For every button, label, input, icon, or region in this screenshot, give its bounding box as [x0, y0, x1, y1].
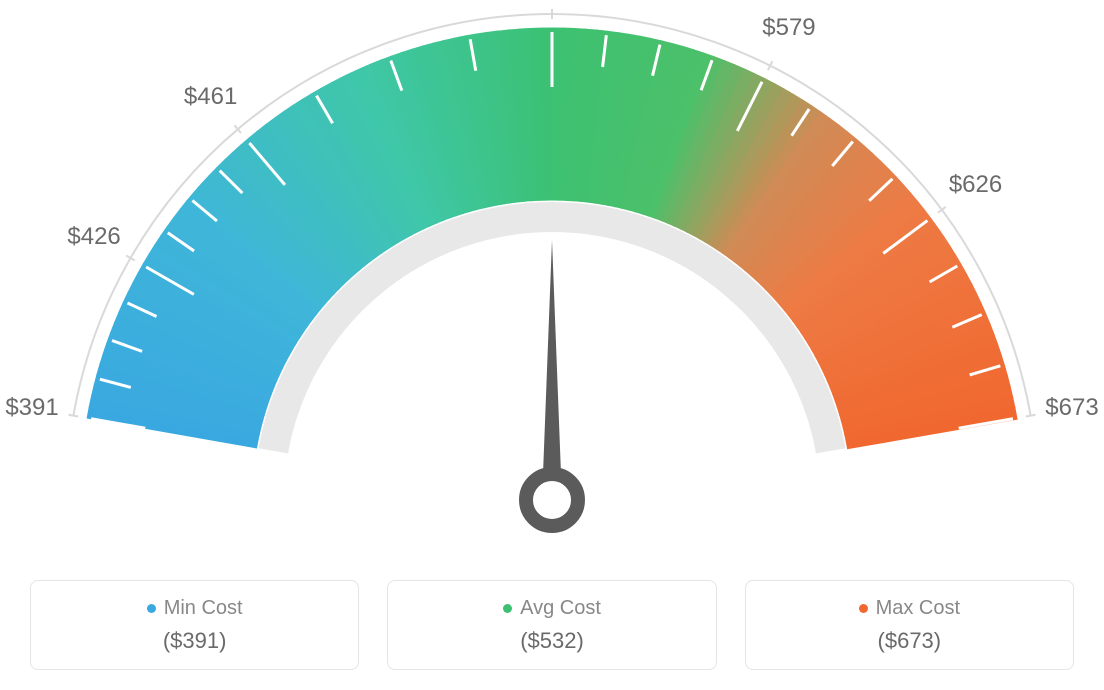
legend-title: Max Cost: [859, 597, 960, 620]
gauge-needle: [542, 240, 562, 500]
gauge-tick-label: $426: [67, 223, 120, 251]
legend-value: ($532): [520, 628, 584, 654]
legend-dot-icon: [147, 604, 156, 613]
legend-title: Avg Cost: [503, 597, 601, 620]
legend-title-text: Avg Cost: [520, 597, 601, 620]
legend-value: ($391): [163, 628, 227, 654]
gauge-tick-label: $626: [949, 171, 1002, 199]
legend-card: Max Cost ($673): [745, 580, 1074, 670]
legend-title-text: Max Cost: [876, 597, 960, 620]
legend-dot-icon: [503, 604, 512, 613]
legend-value: ($673): [878, 628, 942, 654]
gauge-svg: [0, 0, 1104, 560]
gauge-chart: $391$426$461$532$579$626$673: [0, 0, 1104, 560]
legend-card: Avg Cost ($532): [387, 580, 716, 670]
gauge-tick-label: $673: [1045, 394, 1098, 422]
legend-row: Min Cost ($391) Avg Cost ($532) Max Cost ($67…: [30, 580, 1074, 670]
legend-dot-icon: [859, 604, 868, 613]
gauge-tick-label: $391: [5, 394, 58, 422]
gauge-needle-hub: [526, 474, 578, 526]
legend-title-text: Min Cost: [164, 597, 243, 620]
legend-card: Min Cost ($391): [30, 580, 359, 670]
gauge-tick-label: $579: [762, 14, 815, 42]
legend-title: Min Cost: [147, 597, 243, 620]
gauge-tick-label: $461: [184, 83, 237, 111]
